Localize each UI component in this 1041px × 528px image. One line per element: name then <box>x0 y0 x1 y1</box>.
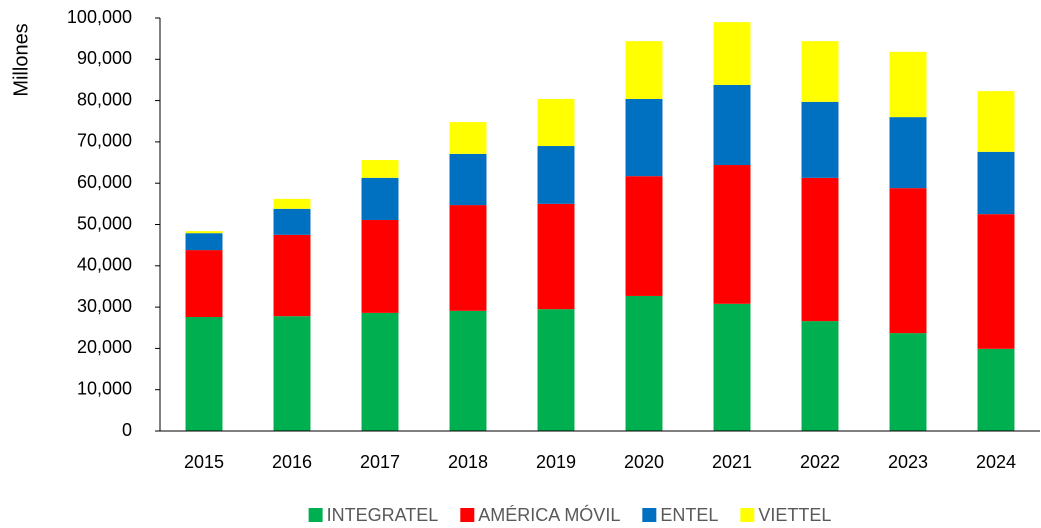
bar-segment <box>361 177 399 220</box>
legend-label: ENTEL <box>660 505 718 525</box>
bar-segment <box>801 177 839 322</box>
bar-segment <box>625 176 663 296</box>
legend-label: AMÉRICA MÓVIL <box>478 504 620 525</box>
x-tick-label: 2016 <box>272 452 312 472</box>
y-tick-label: 90,000 <box>77 48 132 68</box>
bar-segment <box>537 309 575 431</box>
y-tick-label: 70,000 <box>77 131 132 151</box>
bar-segment <box>977 214 1015 349</box>
bar-segment <box>449 205 487 311</box>
bar-segment <box>713 22 751 85</box>
y-tick-label: 0 <box>122 420 132 440</box>
y-tick-label: 80,000 <box>77 89 132 109</box>
legend-label: INTEGRATEL <box>327 505 439 525</box>
bar-segment <box>273 208 311 235</box>
bar-segment <box>801 101 839 178</box>
bar-segment <box>713 84 751 166</box>
bar-segment <box>801 321 839 431</box>
bar-segment <box>977 91 1015 152</box>
bar-segment <box>713 165 751 304</box>
y-tick-label: 50,000 <box>77 213 132 233</box>
bar-segment <box>185 231 223 234</box>
bar-segment <box>537 203 575 310</box>
bar-segment <box>185 317 223 431</box>
y-tick-label: 30,000 <box>77 296 132 316</box>
x-tick-label: 2015 <box>184 452 224 472</box>
bar-segment <box>889 188 927 334</box>
bar-segment <box>449 310 487 431</box>
bar-segment <box>185 250 223 318</box>
legend-swatch <box>308 508 323 522</box>
bar-segment <box>977 151 1015 215</box>
bar-segment <box>713 303 751 431</box>
x-tick-label: 2024 <box>976 452 1016 472</box>
y-axis-label: Millones <box>10 23 32 96</box>
bar-segment <box>185 233 223 251</box>
y-tick-label: 100,000 <box>67 7 132 27</box>
bar-segment <box>889 51 927 118</box>
y-tick-label: 20,000 <box>77 337 132 357</box>
legend-swatch <box>642 508 657 522</box>
x-tick-label: 2018 <box>448 452 488 472</box>
x-tick-label: 2017 <box>360 452 400 472</box>
bar-segment <box>449 153 487 206</box>
y-tick-label: 10,000 <box>77 378 132 398</box>
x-tick-label: 2020 <box>624 452 664 472</box>
bar-segment <box>977 348 1015 431</box>
bar-segment <box>625 41 663 99</box>
x-tick-label: 2019 <box>536 452 576 472</box>
bar-segment <box>361 219 399 313</box>
legend-swatch <box>740 508 755 522</box>
x-tick-label: 2023 <box>888 452 928 472</box>
bar-segment <box>625 98 663 177</box>
bar-segment <box>889 333 927 431</box>
bar-segment <box>273 316 311 431</box>
bar-segment <box>889 117 927 189</box>
bar-segment <box>537 146 575 204</box>
legend-swatch <box>460 508 475 522</box>
bar-segment <box>537 98 575 147</box>
bar-segment <box>273 234 311 317</box>
y-tick-label: 60,000 <box>77 172 132 192</box>
bar-segment <box>625 295 663 431</box>
x-tick-label: 2022 <box>800 452 840 472</box>
y-tick-label: 40,000 <box>77 255 132 275</box>
legend-label: VIETTEL <box>758 505 831 525</box>
bar-segment <box>361 312 399 431</box>
x-tick-label: 2021 <box>712 452 752 472</box>
bar-segment <box>273 198 311 209</box>
bar-segment <box>801 41 839 102</box>
bar-segment <box>449 122 487 154</box>
bar-segment <box>361 160 399 178</box>
